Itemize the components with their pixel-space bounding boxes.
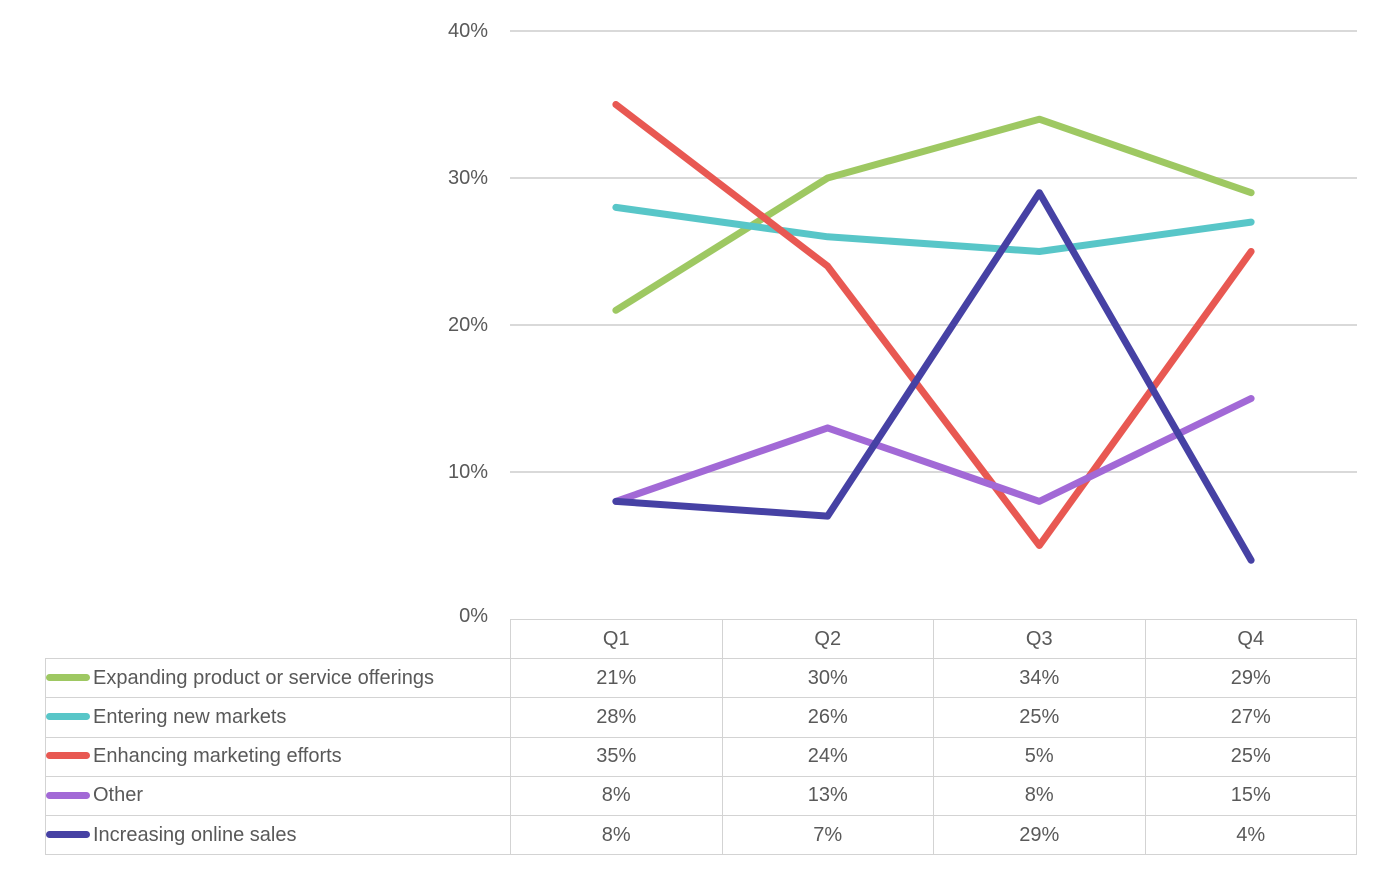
legend-key-swatch: [46, 791, 90, 799]
value-cell: 5%: [933, 736, 1146, 777]
series-label: Increasing online sales: [93, 823, 297, 846]
table-row: Increasing online sales 8% 7% 29% 4%: [45, 814, 1357, 856]
value-cell: 28%: [510, 697, 723, 738]
value-cell: 29%: [1144, 658, 1357, 699]
table-corner-cell: [46, 620, 511, 659]
value-cell: 25%: [933, 697, 1146, 738]
series-line: [612, 115, 1255, 314]
value-cell: 25%: [1144, 736, 1357, 777]
column-header-q1: Q1: [510, 618, 723, 660]
value-cell: 13%: [721, 775, 934, 816]
series-label-cell: Enhancing marketing efforts: [45, 736, 511, 777]
table-row: Expanding product or service offerings 21…: [45, 658, 1357, 699]
value-cell: 21%: [510, 658, 723, 699]
chart-data-table: Q1 Q2 Q3 Q4 Expanding product or service…: [45, 618, 1357, 856]
value-cell: 8%: [510, 814, 723, 856]
table-header-row: Q1 Q2 Q3 Q4: [46, 618, 1357, 660]
value-cell: 8%: [933, 775, 1146, 816]
y-axis-tick-label: 40%: [447, 20, 488, 42]
series-label: Enhancing marketing efforts: [93, 745, 342, 768]
value-cell: 30%: [721, 658, 934, 699]
table-row: Entering new markets 28% 26% 25% 27%: [45, 697, 1357, 738]
value-cell: 34%: [933, 658, 1146, 699]
value-cell: 26%: [721, 697, 934, 738]
series-line: [612, 203, 1255, 255]
legend-key-swatch: [46, 752, 90, 760]
value-cell: 24%: [721, 736, 934, 777]
y-axis-tick-label: 20%: [447, 314, 488, 336]
series-line: [612, 101, 1255, 549]
column-header-q3: Q3: [933, 618, 1146, 660]
value-cell: 4%: [1144, 814, 1357, 856]
series-label-cell: Expanding product or service offerings: [45, 658, 511, 699]
y-axis-tick-label: 0%: [459, 605, 488, 627]
series-label: Expanding product or service offerings: [93, 666, 434, 689]
y-axis-tick-label: 10%: [447, 461, 488, 483]
series-label-cell: Other: [45, 775, 511, 816]
legend-key-swatch: [46, 674, 90, 681]
legend-key-swatch: [46, 830, 90, 838]
value-cell: 8%: [510, 775, 723, 816]
value-cell: 15%: [1144, 775, 1357, 816]
series-label-cell: Increasing online sales: [45, 814, 511, 856]
value-cell: 7%: [721, 814, 934, 856]
value-cell: 29%: [933, 814, 1146, 856]
table-row: Enhancing marketing efforts 35% 24% 5% 25%: [45, 736, 1357, 777]
series-label-cell: Entering new markets: [45, 697, 511, 738]
series-label: Other: [93, 784, 144, 807]
column-header-q4: Q4: [1144, 618, 1357, 660]
table-row: Other 8% 13% 8% 15%: [45, 775, 1357, 816]
value-cell: 35%: [510, 736, 723, 777]
y-axis-tick-label: 30%: [447, 167, 488, 189]
column-header-q2: Q2: [721, 618, 934, 660]
value-cell: 27%: [1144, 697, 1357, 738]
legend-key-swatch: [46, 713, 90, 721]
series-line: [612, 395, 1255, 505]
series-label: Entering new markets: [93, 705, 287, 728]
line-chart-plot: [510, 30, 1357, 564]
series-line: [612, 189, 1255, 564]
